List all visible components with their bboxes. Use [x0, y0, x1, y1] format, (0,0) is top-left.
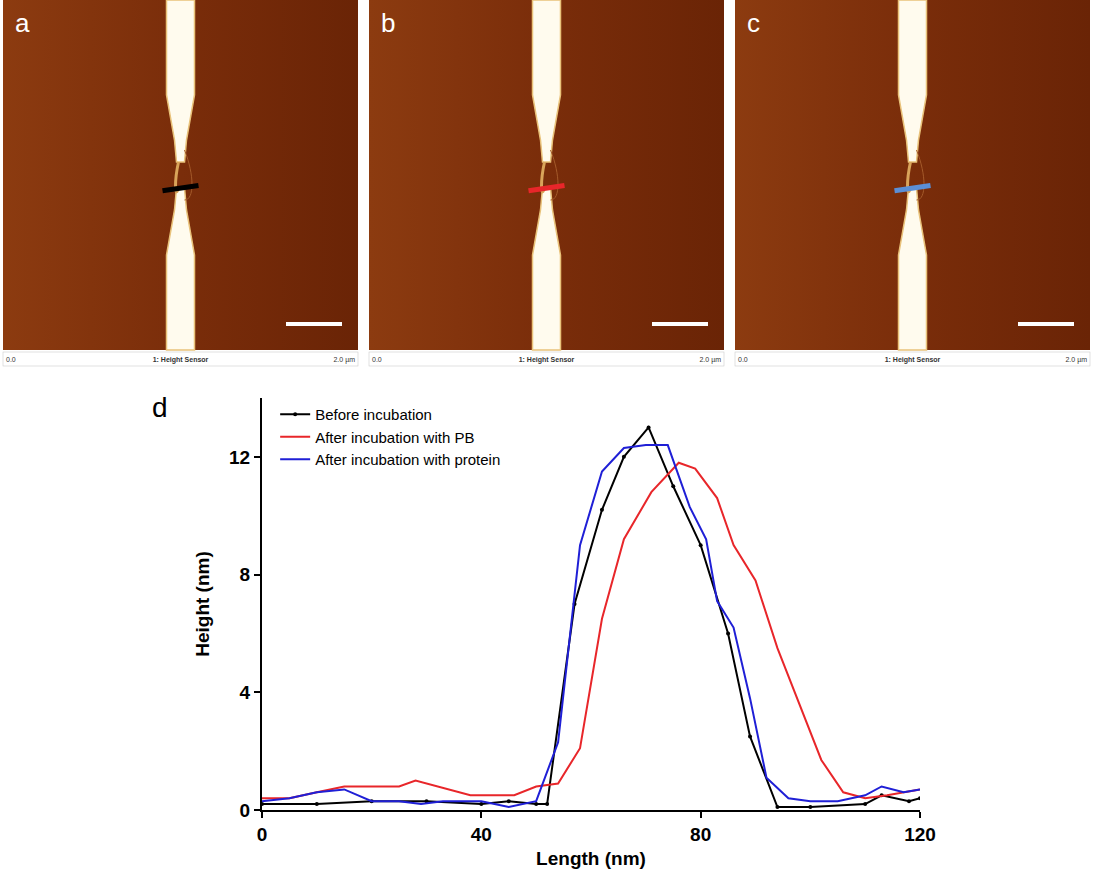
svg-text:Height (nm): Height (nm) [192, 551, 213, 657]
svg-text:4: 4 [240, 682, 251, 703]
svg-text:d: d [152, 392, 168, 423]
svg-text:1: Height Sensor: 1: Height Sensor [519, 356, 575, 364]
svg-text:1: Height Sensor: 1: Height Sensor [153, 356, 209, 364]
svg-text:a: a [15, 8, 30, 38]
svg-text:0: 0 [257, 824, 268, 845]
svg-text:0.0: 0.0 [6, 356, 16, 363]
svg-text:b: b [381, 8, 395, 38]
svg-text:Length (nm): Length (nm) [536, 848, 646, 869]
svg-text:120: 120 [904, 824, 936, 845]
svg-text:2.0 µm: 2.0 µm [333, 356, 355, 364]
svg-text:8: 8 [240, 564, 251, 585]
svg-text:c: c [747, 8, 760, 38]
svg-text:40: 40 [471, 824, 492, 845]
svg-text:0.0: 0.0 [738, 356, 748, 363]
svg-text:0.0: 0.0 [372, 356, 382, 363]
svg-text:After incubation with protein: After incubation with protein [315, 451, 500, 468]
svg-text:2.0 µm: 2.0 µm [1065, 356, 1087, 364]
svg-text:1: Height Sensor: 1: Height Sensor [885, 356, 941, 364]
svg-text:Before incubation: Before incubation [315, 406, 432, 423]
svg-text:80: 80 [690, 824, 711, 845]
svg-text:2.0 µm: 2.0 µm [699, 356, 721, 364]
svg-text:0: 0 [240, 800, 251, 821]
svg-text:12: 12 [229, 447, 250, 468]
svg-text:After incubation with PB: After incubation with PB [315, 429, 474, 446]
